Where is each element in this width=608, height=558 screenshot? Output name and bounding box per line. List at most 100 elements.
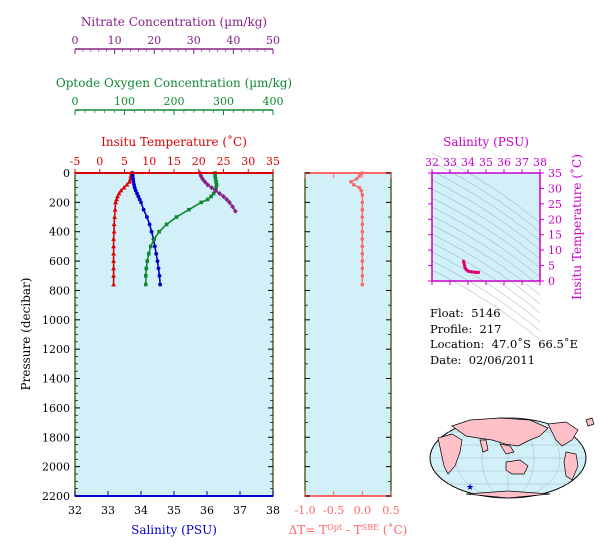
salinity-point	[131, 179, 136, 184]
ts-plot-bg	[432, 173, 540, 281]
main-plot-marks	[111, 170, 238, 287]
oxygen-point	[213, 174, 217, 178]
density-contour	[431, 242, 541, 314]
deltat-point	[360, 282, 365, 287]
nitrate-tick-label: 20	[147, 34, 161, 47]
nitrate-point	[224, 196, 230, 203]
nitrate-point	[209, 185, 215, 191]
nitrate-tick-label: 50	[266, 34, 280, 47]
temperature-tick-label: 30	[241, 155, 255, 168]
temperature-point	[124, 182, 130, 187]
deltat-plot-axes: -1.0 -0.5 0.0 0.5 ΔT= TOpt - TSBE (˚C)	[289, 172, 408, 537]
salinity-tick-label: 34	[134, 504, 148, 517]
ts-temp-tick-label: 0	[548, 275, 555, 288]
density-contour	[431, 233, 541, 305]
oxygen-point	[157, 229, 161, 234]
deltat-tick-label: -1.0	[294, 504, 315, 517]
profile-number: Profile: 217	[430, 321, 502, 336]
float-info: Float: 5146 Profile: 217 Location: 47.0˚…	[430, 306, 578, 368]
salinity-tick-label: 35	[167, 504, 181, 517]
ts-sal-axis-title: Salinity (PSU)	[443, 135, 529, 149]
nitrate-point	[227, 199, 232, 205]
oxygen-point	[213, 177, 218, 181]
pressure-tick-label: 800	[49, 284, 70, 297]
salinity-tick-label: 36	[200, 504, 214, 517]
ts-temp-tick-label: 5	[548, 260, 555, 273]
temperature-tick-label: 5	[121, 155, 128, 168]
salinity-point	[133, 188, 138, 193]
deltat-point	[360, 237, 365, 241]
ts-plot-axes: 32 33 34 35 36 37 38 Salinity (PSU) 0 5 10 15 20 25 30…	[425, 135, 584, 300]
salinity-point	[132, 185, 137, 190]
density-contour	[431, 179, 541, 251]
salinity-point	[149, 229, 154, 234]
salinity-point	[139, 200, 143, 205]
temperature-point	[112, 207, 118, 212]
density-contour	[431, 161, 541, 233]
deltat-point	[360, 266, 365, 271]
nitrate-point	[200, 176, 205, 182]
temperature-point	[127, 179, 132, 184]
pressure-tick-label: 1600	[42, 402, 70, 415]
ts-sal-tick-label: 37	[515, 156, 529, 169]
pressure-tick-label: 400	[49, 226, 70, 239]
pressure-tick-label: 1000	[42, 314, 70, 327]
salinity-point	[155, 259, 160, 263]
ts-sal-tick-label: 38	[533, 156, 547, 169]
deltat-axis-title: ΔT= TOpt - TSBE (˚C)	[289, 522, 408, 537]
density-contour	[431, 269, 541, 341]
pressure-tick-label: 1800	[42, 431, 70, 444]
salinity-point	[136, 194, 141, 199]
salinity-axis-title: Salinity (PSU)	[131, 523, 217, 537]
oxygen-axis-title: Optode Oxygen Concentration (µm/kg)	[56, 76, 292, 90]
salinity-point	[157, 273, 162, 278]
deltat-point	[360, 222, 365, 227]
nitrate-point	[232, 208, 238, 214]
deltat-point	[360, 244, 365, 249]
world-map: ★	[429, 417, 595, 499]
oxygen-point	[164, 222, 169, 227]
pressure-tick-label: 1400	[42, 373, 70, 386]
map-land	[437, 417, 595, 499]
oxygen-point	[214, 182, 219, 187]
temperature-point	[111, 265, 117, 271]
oxygen-tick-label: 200	[164, 95, 185, 108]
salinity-point	[156, 266, 161, 271]
salinity-tick-label: 38	[266, 504, 280, 517]
density-contour	[431, 260, 541, 332]
ts-temp-tick-label: 35	[548, 167, 562, 180]
salinity-point	[132, 182, 136, 187]
salinity-point	[135, 191, 139, 196]
nitrate-point	[213, 188, 218, 194]
ts-sal-tick-label: 35	[479, 156, 493, 169]
deltat-plot-marks	[349, 171, 365, 287]
deltat-point	[351, 182, 356, 187]
oxygen-point	[199, 200, 204, 205]
pressure-tick-label: 1200	[42, 343, 70, 356]
temperature-point	[111, 251, 117, 256]
temperature-axis-title: Insitu Temperature (˚C)	[101, 134, 247, 149]
ts-temp-tick-label: 30	[548, 182, 562, 195]
float-location-marker: ★	[466, 483, 474, 493]
salinity-point	[130, 174, 135, 178]
nitrate-tick-label: 0	[72, 34, 79, 47]
oxygen-point	[148, 244, 153, 249]
deltat-point	[357, 174, 362, 178]
ts-temp-tick-label: 20	[548, 213, 562, 226]
temperature-point	[111, 236, 117, 241]
ts-sal-tick-label: 34	[461, 156, 475, 169]
main-plot-axes: 0200400600800100012001400160018002000220…	[42, 15, 292, 537]
temperature-point	[111, 221, 117, 227]
ts-density-contours	[431, 152, 541, 341]
deltat-point	[349, 180, 353, 184]
oxygen-point	[205, 197, 210, 202]
salinity-tick-label: 32	[68, 504, 82, 517]
deltat-point	[360, 259, 365, 263]
salinity-point	[147, 222, 152, 227]
oxygen-point	[145, 259, 150, 263]
oxygen-point	[174, 215, 179, 219]
density-contour	[431, 170, 541, 242]
oxygen-tick-label: 400	[263, 95, 284, 108]
deltat-point	[360, 215, 365, 219]
